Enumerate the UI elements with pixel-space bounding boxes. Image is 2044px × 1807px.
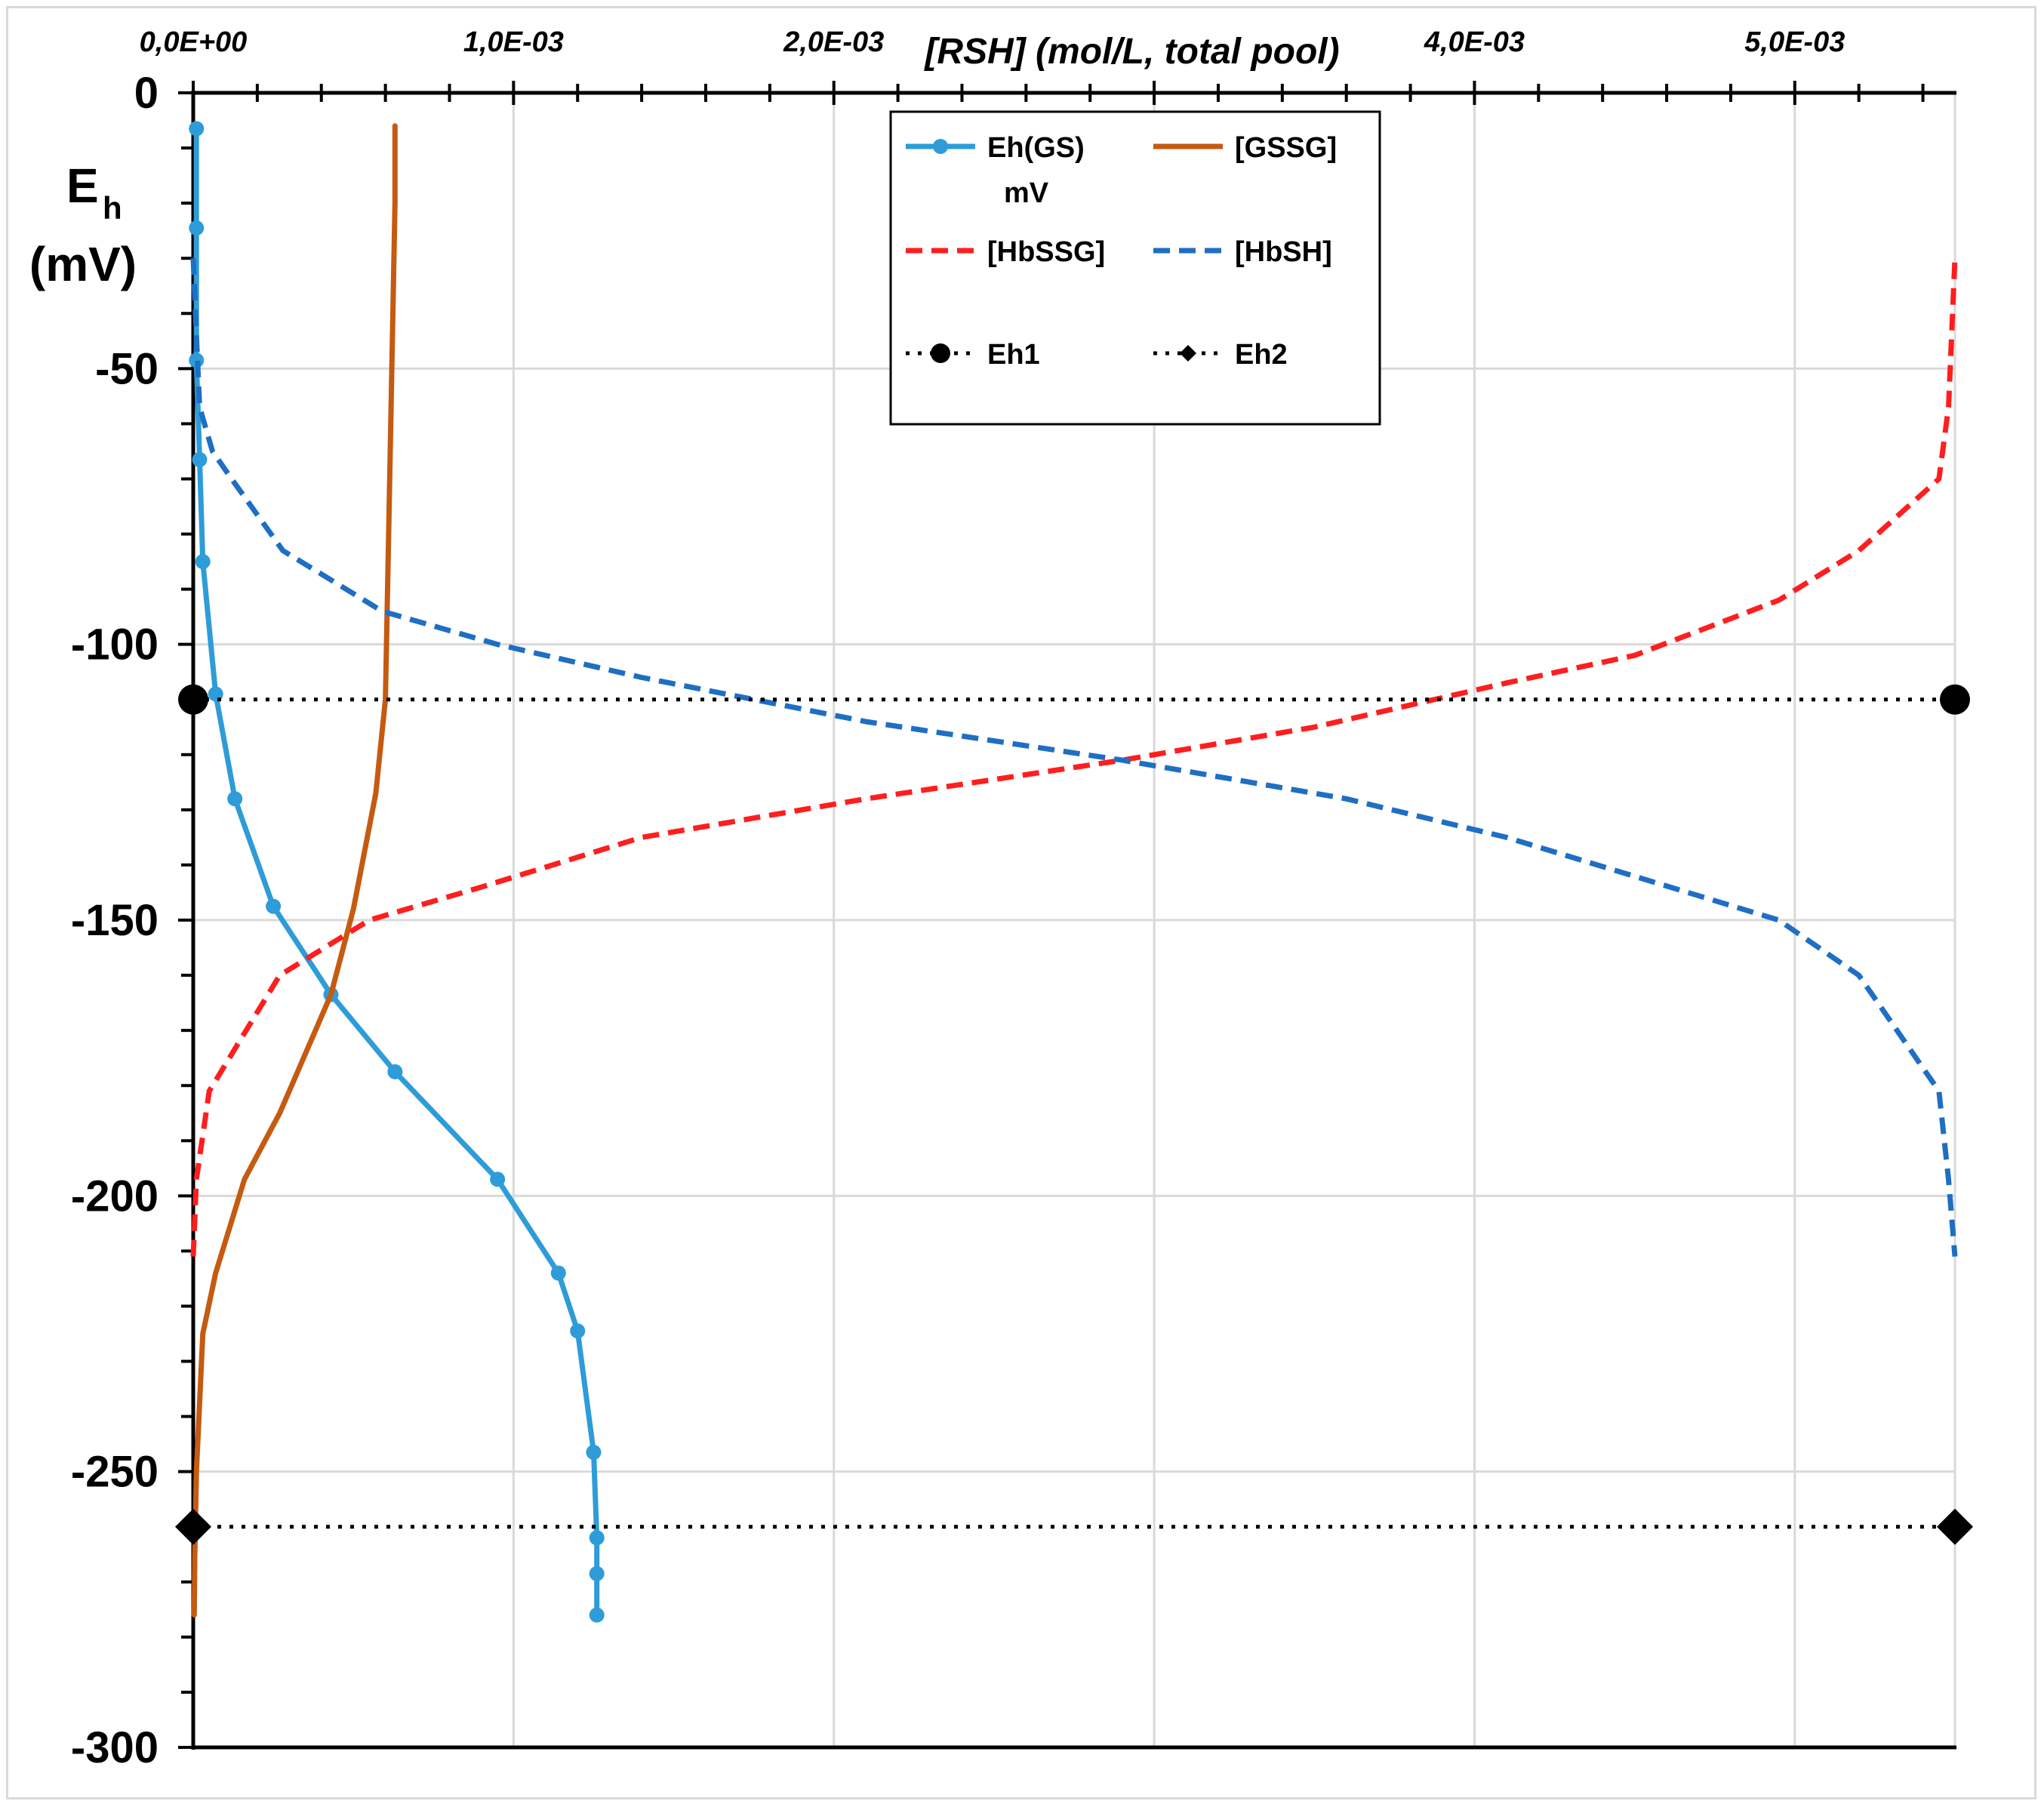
y-tick-label: -300: [71, 1723, 159, 1772]
y-axis-title-unit: (mV): [29, 237, 137, 291]
series-0-point: [189, 121, 205, 137]
series-0-point: [195, 554, 211, 570]
legend-label: [GSSG]: [1235, 132, 1337, 164]
series-0-point: [550, 1265, 566, 1281]
y-axis-title-subscript: h: [103, 190, 122, 226]
y-axis-title: E: [66, 159, 99, 213]
series-0-point: [266, 898, 282, 914]
legend-swatch-marker: [931, 343, 950, 363]
y-tick-label: -200: [71, 1171, 159, 1221]
y-tick-label: -50: [95, 344, 159, 393]
series-0-point: [586, 1445, 602, 1461]
series-0-point: [589, 1530, 605, 1546]
series-0-point: [589, 1565, 605, 1581]
series-line-2: [190, 258, 1958, 1257]
legend-label: Eh1: [987, 339, 1040, 371]
series-line-1: [191, 123, 398, 1618]
x-tick-label: 4,0E-03: [1424, 26, 1525, 58]
series-5-point: [1937, 1508, 1973, 1545]
series-0-point: [387, 1064, 403, 1079]
series-4-point: [178, 684, 208, 715]
x-tick-label: 0,0E+00: [140, 26, 248, 58]
series-0-point: [192, 451, 208, 467]
series-0-point: [570, 1323, 586, 1339]
legend-label-line2: mV: [1004, 177, 1049, 209]
series-0-point: [589, 1607, 605, 1623]
x-tick-label: 2,0E-03: [783, 26, 884, 58]
legend-label: Eh(GS): [987, 132, 1085, 164]
y-tick-label: -250: [71, 1448, 159, 1497]
y-tick-label: -100: [71, 620, 159, 670]
legend-label: Eh2: [1235, 339, 1288, 371]
y-tick-label: 0: [134, 69, 159, 118]
legend-swatch-marker: [1180, 345, 1196, 362]
legend-swatch-marker: [933, 139, 948, 154]
series-5-point: [175, 1508, 211, 1545]
legend-label: [HbSSG]: [987, 236, 1105, 268]
series-0-point: [490, 1171, 506, 1187]
y-tick-label: -150: [71, 896, 159, 945]
series-0-point: [189, 220, 205, 236]
series-0-point: [227, 791, 243, 807]
x-tick-label: 5,0E-03: [1744, 26, 1845, 58]
series-line-3: [190, 258, 1958, 1257]
x-tick-label: 1,0E-03: [463, 26, 564, 58]
series-line-0: [193, 126, 600, 1618]
chart-frame: [6, 6, 2036, 1799]
legend-box: [889, 110, 1381, 426]
x-axis-title: [RSH] (mol/L, total pool): [923, 32, 1339, 72]
legend-label: [HbSH]: [1235, 236, 1332, 268]
series-4-point: [1940, 684, 1970, 715]
